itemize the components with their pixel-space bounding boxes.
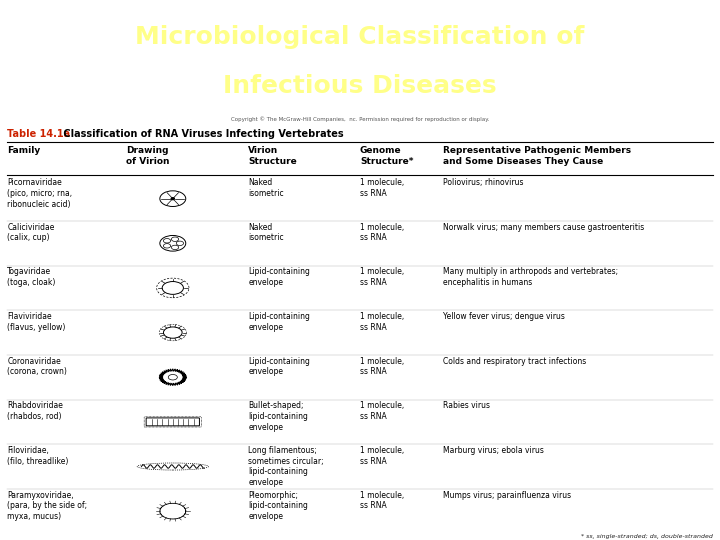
- Text: Togaviridae
(toga, cloak): Togaviridae (toga, cloak): [7, 267, 55, 287]
- Text: Picornaviridae
(pico, micro; rna,
ribonucleic acid): Picornaviridae (pico, micro; rna, ribonu…: [7, 178, 72, 208]
- Text: Yellow fever virus; dengue virus: Yellow fever virus; dengue virus: [443, 312, 564, 321]
- Text: Virion
Structure: Virion Structure: [248, 146, 297, 166]
- Text: Pleomorphic;
lipid-containing
envelope: Pleomorphic; lipid-containing envelope: [248, 490, 308, 521]
- Text: 1 molecule,
ss RNA: 1 molecule, ss RNA: [360, 490, 404, 510]
- Text: Representative Pathogenic Members
and Some Diseases They Cause: Representative Pathogenic Members and So…: [443, 146, 631, 166]
- Text: Naked
isometric: Naked isometric: [248, 222, 284, 242]
- Text: Bullet-shaped;
lipid-containing
envelope: Bullet-shaped; lipid-containing envelope: [248, 401, 308, 432]
- Text: 1 molecule,
ss RNA: 1 molecule, ss RNA: [360, 222, 404, 242]
- Text: Poliovirus; rhinovirus: Poliovirus; rhinovirus: [443, 178, 523, 187]
- Text: Microbiological Classification of: Microbiological Classification of: [135, 25, 585, 49]
- Text: 1 molecule,
ss RNA: 1 molecule, ss RNA: [360, 401, 404, 421]
- Text: Flaviviridae
(flavus, yellow): Flaviviridae (flavus, yellow): [7, 312, 66, 332]
- Circle shape: [171, 198, 174, 200]
- Text: Long filamentous;
sometimes circular;
lipid-containing
envelope: Long filamentous; sometimes circular; li…: [248, 446, 324, 487]
- Text: Coronaviridae
(corona, crown): Coronaviridae (corona, crown): [7, 356, 67, 376]
- Text: 1 molecule,
ss RNA: 1 molecule, ss RNA: [360, 178, 404, 198]
- Text: Rhabdoviridae
(rhabdos, rod): Rhabdoviridae (rhabdos, rod): [7, 401, 63, 421]
- Text: Colds and respiratory tract infections: Colds and respiratory tract infections: [443, 356, 586, 366]
- Text: Many multiply in arthropods and vertebrates;
encephalitis in humans: Many multiply in arthropods and vertebra…: [443, 267, 618, 287]
- Text: Norwalk virus; many members cause gastroenteritis: Norwalk virus; many members cause gastro…: [443, 222, 644, 232]
- Text: Classification of RNA Viruses Infecting Vertebrates: Classification of RNA Viruses Infecting …: [60, 129, 343, 139]
- Text: Lipid-containing
envelope: Lipid-containing envelope: [248, 267, 310, 287]
- Text: 1 molecule,
ss RNA: 1 molecule, ss RNA: [360, 356, 404, 376]
- Text: Caliciviridae
(calix, cup): Caliciviridae (calix, cup): [7, 222, 55, 242]
- Text: Naked
isometric: Naked isometric: [248, 178, 284, 198]
- Text: Rabies virus: Rabies virus: [443, 401, 490, 410]
- Text: Paramyxoviridae,
(para, by the side of;
myxa, mucus): Paramyxoviridae, (para, by the side of; …: [7, 490, 87, 521]
- Text: Infectious Diseases: Infectious Diseases: [223, 74, 497, 98]
- Text: Family: Family: [7, 146, 40, 156]
- Text: Mumps virus; parainfluenza virus: Mumps virus; parainfluenza virus: [443, 490, 571, 500]
- Text: Copyright © The McGraw-Hill Companies,  nc. Permission required for reproduction: Copyright © The McGraw-Hill Companies, n…: [230, 116, 490, 122]
- Text: Drawing
of Virion: Drawing of Virion: [126, 146, 169, 166]
- Text: 1 molecule,
ss RNA: 1 molecule, ss RNA: [360, 267, 404, 287]
- Text: Filoviridae,
(filo, threadlike): Filoviridae, (filo, threadlike): [7, 446, 68, 465]
- Text: 1 molecule,
ss RNA: 1 molecule, ss RNA: [360, 446, 404, 465]
- Text: 1 molecule,
ss RNA: 1 molecule, ss RNA: [360, 312, 404, 332]
- Text: * ss, single-stranded; ds, double-stranded: * ss, single-stranded; ds, double-strand…: [581, 534, 713, 539]
- Text: Lipid-containing
envelope: Lipid-containing envelope: [248, 312, 310, 332]
- Text: Table 14.1a: Table 14.1a: [7, 129, 71, 139]
- Text: Genome
Structure*: Genome Structure*: [360, 146, 413, 166]
- Text: Lipid-containing
envelope: Lipid-containing envelope: [248, 356, 310, 376]
- Text: Marburg virus; ebola virus: Marburg virus; ebola virus: [443, 446, 544, 455]
